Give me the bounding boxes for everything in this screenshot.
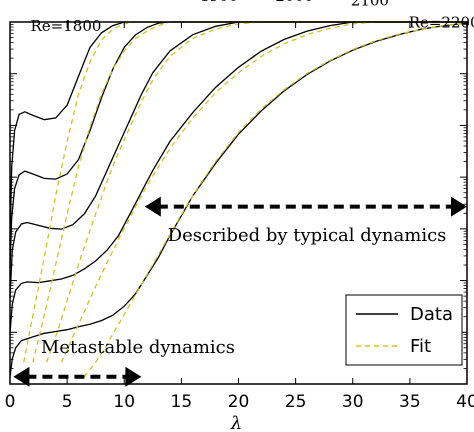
fit-line-re-1800 — [23, 21, 467, 363]
data-line-re-2100 — [9, 21, 467, 334]
x-tick-label-2: 10 — [113, 392, 135, 412]
legend-box — [345, 294, 463, 366]
x-tick-label-3: 15 — [171, 392, 193, 412]
x-axis-label: λ — [230, 413, 242, 432]
annotation-0: Described by typical dynamics — [168, 225, 447, 246]
annotations: Described by typical dynamics Metastable … — [13, 196, 467, 387]
x-tick-label-1: 5 — [62, 392, 73, 412]
x-tick-label-8: 40 — [456, 392, 474, 412]
legend-label-fit: Fit — [410, 336, 431, 357]
series-label-2: 2000 — [275, 0, 313, 5]
fit-line-re-2200 — [83, 22, 468, 378]
series-label-1: 1900 — [200, 0, 238, 5]
arrow-head-right — [125, 366, 142, 387]
arrow-head-left — [13, 366, 30, 387]
fit-line-re-2100 — [60, 21, 467, 363]
x-tick-label-0: 0 — [5, 392, 16, 412]
legend-label-data: Data — [410, 304, 453, 325]
data-line-re-2000 — [9, 21, 467, 298]
data-line-re-1900 — [9, 21, 467, 269]
series-label-3: 2100 — [351, 0, 389, 10]
x-tick-label-7: 35 — [399, 392, 421, 412]
fit-line-re-2000 — [45, 21, 467, 363]
axes: 0 5 10 15 20 25 30 35 40 λ — [5, 21, 474, 432]
double-arrow-1 — [13, 366, 142, 387]
series-layer — [9, 21, 468, 378]
series-labels: Re=1800190020002100Re=2200 — [31, 0, 474, 35]
legend: Data Fit — [345, 294, 463, 366]
x-tick-label-4: 20 — [228, 392, 250, 412]
annotation-1: Metastable dynamics — [41, 337, 235, 358]
arrow-head-right — [451, 196, 467, 217]
double-arrow-0 — [144, 196, 467, 217]
fit-line-re-1900 — [32, 21, 467, 363]
x-tick-label-5: 25 — [285, 392, 307, 412]
arrow-head-left — [144, 196, 161, 217]
series-label-0: Re=1800 — [31, 17, 102, 35]
data-line-re-2200 — [9, 22, 468, 377]
x-tick-label-6: 30 — [342, 392, 364, 412]
